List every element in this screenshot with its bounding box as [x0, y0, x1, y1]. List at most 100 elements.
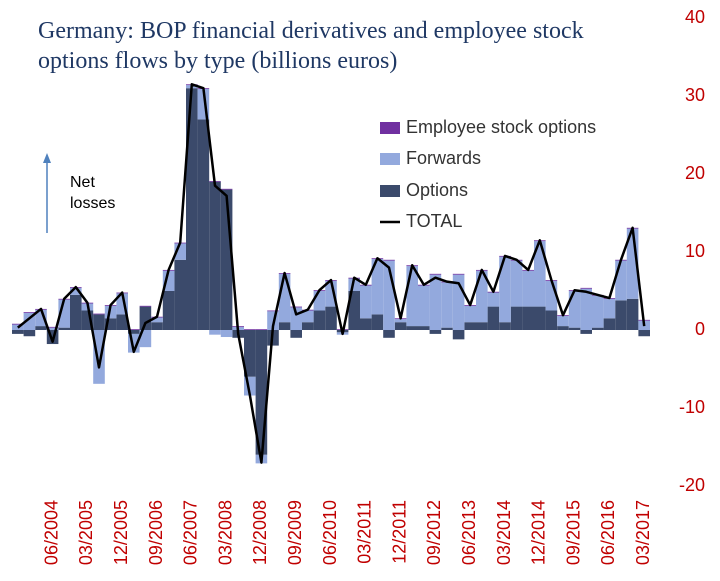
- bar: [46, 326, 59, 328]
- bar: [104, 305, 117, 319]
- x-tick-label: 12/2005: [111, 500, 131, 565]
- bar: [441, 282, 453, 328]
- bar: [638, 330, 650, 337]
- bar: [220, 188, 233, 190]
- bar: [464, 322, 476, 330]
- bar: [603, 318, 616, 330]
- bar: [209, 181, 221, 330]
- bar: [186, 88, 198, 330]
- bar: [429, 273, 442, 275]
- x-tick-label: 06/2016: [598, 500, 618, 565]
- bar: [371, 314, 384, 330]
- bar: [302, 310, 314, 323]
- x-tick-label: 06/2004: [41, 500, 61, 565]
- bar: [522, 306, 534, 330]
- legend-swatch: [380, 122, 400, 134]
- x-tick-label: 06/2013: [459, 500, 479, 565]
- bar: [128, 330, 140, 334]
- bar: [255, 329, 268, 330]
- total-line: [17, 83, 646, 464]
- x-tick-label: 03/2014: [494, 500, 514, 565]
- bar: [545, 310, 558, 330]
- bar: [128, 329, 140, 330]
- bar: [70, 287, 82, 295]
- bar: [580, 288, 592, 330]
- bar: [348, 291, 360, 330]
- x-tick-label: 12/2011: [389, 500, 409, 564]
- bar: [12, 330, 24, 334]
- bar: [290, 306, 302, 308]
- bar: [46, 327, 59, 330]
- bar: [197, 119, 210, 331]
- bar: [220, 189, 233, 330]
- x-tick-label: 09/2009: [285, 500, 305, 565]
- x-tick-label: 03/2011: [355, 500, 375, 564]
- bar: [383, 330, 395, 338]
- legend-label: TOTAL: [406, 211, 462, 231]
- bar: [383, 259, 395, 261]
- bar: [626, 298, 639, 330]
- bar: [406, 266, 418, 327]
- bar: [406, 326, 418, 330]
- bar: [209, 330, 221, 335]
- bar: [244, 330, 256, 377]
- bar: [313, 291, 326, 311]
- y-tick-label: 20: [685, 163, 705, 183]
- x-tick-label: 03/2017: [633, 500, 653, 565]
- bar: [267, 310, 279, 312]
- annotation: Net losses: [70, 174, 116, 212]
- legend-label: Options: [406, 180, 468, 200]
- bar: [58, 327, 70, 330]
- bar: [290, 307, 302, 330]
- bar: [139, 330, 152, 348]
- x-tick-label: 09/2006: [146, 500, 166, 565]
- bar: [452, 330, 465, 340]
- bar: [360, 285, 372, 319]
- x-tick-label: 12/2014: [529, 500, 549, 565]
- bar: [464, 305, 476, 323]
- chart-title: Germany: BOP financial derivatives and e…: [38, 18, 584, 74]
- bar: [487, 306, 500, 330]
- bar: [557, 315, 569, 327]
- bar: [394, 319, 407, 323]
- bar: [12, 323, 24, 325]
- bar: [81, 310, 94, 330]
- bar: [487, 292, 500, 307]
- bar: [313, 310, 326, 330]
- bar: [557, 326, 569, 330]
- legend-label: Employee stock options: [406, 117, 596, 137]
- bar: [151, 322, 163, 330]
- bar: [568, 327, 581, 330]
- bar: [35, 309, 47, 327]
- bar: [441, 327, 453, 330]
- bar: [418, 326, 430, 330]
- bar: [128, 333, 140, 353]
- bar: [615, 260, 627, 301]
- bar: [174, 243, 186, 260]
- y-tick-label: 10: [685, 241, 705, 261]
- bar: [626, 228, 639, 299]
- bar: [162, 270, 175, 291]
- x-tick-label: 03/2005: [76, 500, 96, 565]
- bar: [452, 274, 465, 330]
- bar: [139, 305, 152, 307]
- x-tick-label: 06/2010: [320, 500, 340, 565]
- bar: [545, 280, 558, 311]
- bar: [325, 280, 337, 307]
- bar: [278, 322, 291, 330]
- bar: [255, 330, 268, 455]
- bar: [23, 312, 36, 330]
- bar: [302, 322, 314, 330]
- bar: [452, 273, 465, 275]
- bar: [162, 291, 175, 330]
- bar: [58, 299, 70, 328]
- bar: [244, 329, 256, 330]
- bar: [278, 273, 291, 323]
- y-tick-label: -10: [679, 397, 705, 417]
- bar: [603, 298, 616, 319]
- bar: [383, 260, 395, 330]
- bar: [325, 306, 337, 330]
- bar: [499, 322, 511, 330]
